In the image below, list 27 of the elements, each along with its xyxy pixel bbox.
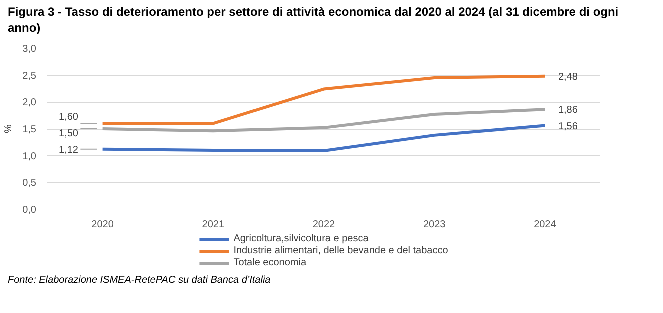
y-tick-label: 1,5 [22, 124, 37, 136]
y-tick-label: 2,5 [22, 70, 37, 82]
y-tick-label: 0,5 [22, 178, 37, 190]
line-series [101, 74, 547, 126]
chart-title: Figura 3 - Tasso di deterioramento per settore di attività economica dal 2020 al 2024 (al 31 dicembre di ogni anno) [8, 4, 620, 36]
line-series [101, 108, 547, 133]
line-series [101, 124, 547, 153]
x-tick-label: 2021 [202, 220, 225, 230]
x-tick-label: 2023 [423, 220, 446, 230]
legend-label: Industrie alimentari, delle bevande e del tabacco [234, 246, 448, 256]
data-label: 1,56 [558, 121, 578, 132]
y-tick-label: 3,0 [22, 44, 37, 55]
y-tick-label: 2,0 [22, 98, 37, 109]
data-label: 1,50 [59, 128, 79, 140]
y-tick-label: 0,0 [22, 205, 37, 216]
y-axis-title: % [4, 124, 15, 134]
legend-label: Agricoltura,silvicoltura e pesca [234, 234, 369, 244]
x-tick-label: 2022 [312, 220, 336, 230]
x-tick-label: 2020 [92, 220, 114, 230]
source-note: Fonte: Elaborazione ISMEA-RetePAC su dati Banca d’Italia [8, 274, 271, 288]
data-label: 1,86 [558, 105, 578, 116]
x-tick-label: 2024 [534, 220, 557, 230]
legend-label: Totale economia [234, 258, 307, 268]
y-tick-label: 1,0 [22, 151, 37, 162]
data-label: 1,12 [59, 144, 79, 156]
data-label: 2,48 [558, 72, 578, 83]
data-label: 1,60 [59, 112, 79, 124]
